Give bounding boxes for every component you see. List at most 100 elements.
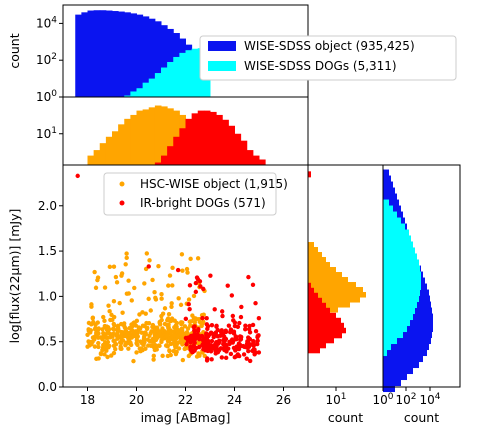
y-axis-label: log[flux(22μm)] [mJy]: [7, 209, 22, 344]
scatter-point: [92, 334, 97, 340]
hist-bar: [93, 10, 101, 97]
scatter-point: [134, 350, 139, 355]
series-ir-bright-dogs: [154, 110, 266, 165]
scatter-point: [250, 342, 255, 348]
scatter-point: [228, 351, 234, 357]
hist-bar: [308, 287, 363, 293]
scatter-point: [149, 338, 154, 343]
scatter-point: [117, 300, 122, 306]
legend-label: IR-bright DOGs (571): [140, 196, 266, 210]
hist-bar: [216, 114, 223, 165]
scatter-point: [192, 316, 197, 321]
hist-bar: [383, 277, 421, 285]
svg-text:104: 104: [419, 392, 440, 407]
scatter-point: [228, 330, 233, 335]
scatter-point: [147, 258, 152, 263]
hist-bar: [308, 312, 336, 319]
xtick-label: 101: [325, 392, 346, 407]
hist-bar: [383, 337, 397, 345]
scatter-point: [102, 285, 108, 290]
scatter-point: [137, 312, 142, 317]
scatter-point: [164, 343, 170, 348]
scatter-point: [123, 328, 129, 333]
scatter-point: [92, 344, 98, 349]
scatter-point: [178, 320, 184, 325]
scatter-point: [95, 277, 100, 283]
xtick-label: 24: [227, 393, 242, 407]
scatter-point: [119, 273, 124, 278]
hist-bar: [383, 343, 391, 351]
hist-bar: [148, 78, 156, 97]
hist-bar: [112, 131, 119, 165]
hist-bar: [308, 332, 342, 339]
axes-frame: [382, 164, 461, 388]
scatter-point: [229, 293, 235, 298]
scatter-point: [191, 293, 197, 299]
scatter-point: [90, 315, 96, 320]
scatter-point: [138, 326, 143, 331]
scatter-point: [126, 346, 131, 351]
scatter-point: [101, 331, 106, 336]
hist-bar: [161, 106, 168, 165]
hist-bar: [383, 331, 432, 339]
scatter-point: [124, 251, 129, 256]
scatter-point: [157, 331, 162, 336]
scatter-point: [166, 283, 171, 288]
scatter-point: [236, 341, 242, 346]
scatter-point: [107, 331, 113, 337]
xtick-label: 18: [80, 393, 95, 407]
scatter-point: [75, 173, 80, 179]
legend-marker: [119, 200, 125, 206]
scatter-point: [160, 353, 165, 359]
hist-bar: [383, 367, 413, 375]
hist-bar: [167, 146, 174, 165]
xtick-label: 20: [129, 393, 144, 407]
scatter-point: [105, 354, 110, 360]
scatter-point: [231, 318, 236, 323]
hist-bar: [308, 282, 311, 289]
scatter-point: [214, 344, 219, 350]
scatter-point: [197, 279, 203, 284]
scatter-point: [187, 319, 192, 324]
scatter-point: [247, 358, 253, 364]
scatter-point: [179, 252, 185, 257]
scatter-point: [215, 334, 220, 339]
scatter-point: [194, 275, 200, 280]
scatter-point: [114, 280, 120, 285]
scatter-point: [256, 316, 262, 321]
scatter-point: [255, 338, 260, 344]
scatter-point: [206, 345, 211, 350]
hist-bar: [136, 88, 144, 97]
ytick-label: 0.5: [38, 335, 57, 349]
legend-wise: WISE-SDSS object (935,425) WISE-SDSS DOGs…: [199, 35, 457, 81]
hist-bar: [124, 95, 131, 97]
hist-bar: [308, 257, 326, 263]
scatter-point: [209, 357, 214, 362]
scatter-point: [166, 312, 172, 317]
scatter-point: [102, 318, 107, 324]
scatter-point: [104, 327, 110, 333]
scatter-point: [234, 354, 239, 359]
svg-text:102: 102: [395, 392, 416, 407]
scatter-point: [187, 283, 193, 288]
scatter-point: [214, 324, 219, 329]
hist-bar: [167, 61, 174, 97]
scatter-point: [171, 348, 176, 354]
scatter-point: [169, 304, 174, 310]
hist-bar: [142, 16, 150, 97]
legend-hsc: HSC-WISE object (1,915) IR-bright DOGs (5…: [103, 172, 288, 216]
hist-bar: [93, 150, 101, 165]
scatter-point: [208, 273, 213, 278]
scatter-point: [188, 345, 193, 351]
scatter-point: [188, 256, 193, 262]
scatter-point: [176, 346, 182, 351]
scatter-point: [183, 335, 189, 341]
hist-bar: [173, 56, 180, 97]
scatter-point: [251, 338, 256, 344]
scatter-point: [138, 339, 143, 344]
scatter-point: [176, 296, 181, 301]
scatter-point: [119, 329, 124, 335]
scatter-point: [92, 327, 98, 332]
scatter-point: [143, 331, 149, 337]
scatter-point: [253, 328, 259, 334]
